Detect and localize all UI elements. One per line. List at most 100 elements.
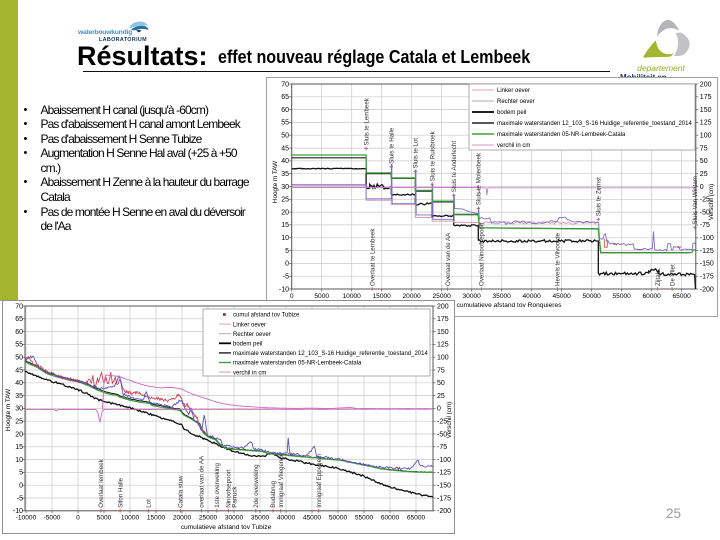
svg-text:10: 10 bbox=[15, 457, 23, 464]
svg-text:20: 20 bbox=[15, 431, 23, 438]
svg-text:10: 10 bbox=[281, 235, 289, 242]
svg-text:25000: 25000 bbox=[433, 293, 452, 300]
svg-text:-175: -175 bbox=[700, 274, 714, 281]
svg-text:40: 40 bbox=[15, 380, 23, 387]
svg-text:35: 35 bbox=[15, 393, 23, 400]
svg-text:60: 60 bbox=[281, 107, 289, 114]
svg-text:-10: -10 bbox=[279, 286, 289, 293]
svg-text:-25: -25 bbox=[700, 197, 710, 204]
svg-text:50: 50 bbox=[700, 158, 708, 165]
svg-text:-5: -5 bbox=[283, 274, 289, 281]
svg-text:Verschil (cm): Verschil (cm) bbox=[446, 402, 453, 438]
svg-text:45000: 45000 bbox=[553, 293, 572, 300]
svg-text:20000: 20000 bbox=[173, 514, 192, 521]
svg-text:bodem peil: bodem peil bbox=[497, 110, 526, 116]
svg-text:Rechter oever: Rechter oever bbox=[497, 99, 535, 105]
svg-text:Sluis te Zemst: Sluis te Zemst bbox=[596, 177, 603, 216]
svg-text:5000: 5000 bbox=[97, 514, 112, 521]
svg-text:Sluis te Lembeek: Sluis te Lembeek bbox=[363, 97, 370, 145]
svg-text:Zijtak: Zijtak bbox=[655, 270, 662, 286]
svg-text:15000: 15000 bbox=[373, 293, 392, 300]
svg-text:45: 45 bbox=[281, 145, 289, 152]
svg-text:5: 5 bbox=[285, 248, 289, 255]
svg-text:50000: 50000 bbox=[583, 293, 602, 300]
svg-text:55000: 55000 bbox=[613, 293, 632, 300]
svg-text:2de overweking: 2de overweking bbox=[253, 464, 260, 508]
svg-text:departement: departement bbox=[637, 63, 685, 73]
svg-text:overlaat van de AA: overlaat van de AA bbox=[199, 455, 206, 508]
svg-text:70: 70 bbox=[15, 303, 23, 310]
svg-text:-200: -200 bbox=[700, 286, 714, 293]
svg-text:Imnigraaf Vliegende: Imnigraaf Vliegende bbox=[278, 452, 285, 508]
svg-text:maximale waterstanden 05-NR-Le: maximale waterstanden 05-NR-Lembeek-Cata… bbox=[497, 132, 626, 138]
svg-text:40000: 40000 bbox=[277, 514, 296, 521]
svg-text:75: 75 bbox=[700, 145, 708, 152]
svg-text:45000: 45000 bbox=[303, 514, 322, 521]
svg-text:Overlaat Ninoofsepoort: Overlaat Ninoofsepoort bbox=[479, 222, 486, 286]
svg-text:150: 150 bbox=[700, 107, 712, 114]
svg-text:Budabrug: Budabrug bbox=[270, 480, 277, 507]
svg-text:-200: -200 bbox=[437, 508, 451, 515]
svg-text:25: 25 bbox=[281, 197, 289, 204]
svg-text:40: 40 bbox=[281, 158, 289, 165]
svg-text:Parruck: Parruck bbox=[232, 486, 239, 508]
svg-text:55: 55 bbox=[281, 120, 289, 127]
svg-text:30000: 30000 bbox=[225, 514, 244, 521]
svg-text:Linker oever: Linker oever bbox=[497, 88, 530, 94]
svg-text:0: 0 bbox=[19, 483, 23, 490]
svg-text:0: 0 bbox=[290, 293, 294, 300]
svg-text:200: 200 bbox=[437, 303, 449, 310]
svg-text:-5000: -5000 bbox=[44, 514, 61, 521]
svg-text:-50: -50 bbox=[437, 431, 447, 438]
svg-text:45: 45 bbox=[15, 367, 23, 374]
svg-text:20: 20 bbox=[281, 209, 289, 216]
svg-text:0: 0 bbox=[700, 184, 704, 191]
svg-text:-25: -25 bbox=[437, 419, 447, 426]
svg-text:30000: 30000 bbox=[463, 293, 482, 300]
svg-text:Linker oever: Linker oever bbox=[233, 322, 266, 328]
svg-text:Verschil (cm): Verschil (cm) bbox=[708, 184, 715, 220]
svg-text:-75: -75 bbox=[437, 444, 447, 451]
svg-text:0: 0 bbox=[285, 261, 289, 268]
svg-text:Rechter oever: Rechter oever bbox=[233, 332, 271, 338]
svg-text:-150: -150 bbox=[437, 483, 451, 490]
svg-text:20000: 20000 bbox=[403, 293, 422, 300]
svg-text:-150: -150 bbox=[700, 261, 714, 268]
svg-text:Sluis te Ruisbroek: Sluis te Ruisbroek bbox=[429, 130, 436, 181]
svg-text:65: 65 bbox=[281, 94, 289, 101]
svg-text:Sluis te Lot: Sluis te Lot bbox=[413, 138, 420, 169]
svg-text:50: 50 bbox=[281, 133, 289, 140]
svg-text:75: 75 bbox=[437, 367, 445, 374]
svg-text:125: 125 bbox=[700, 120, 712, 127]
svg-text:cumulatieve afstand tov Ronqui: cumulatieve afstand tov Ronquieres bbox=[457, 302, 563, 309]
svg-text:bodem peil: bodem peil bbox=[233, 342, 262, 348]
svg-text:Overlaat te Lembeek: Overlaat te Lembeek bbox=[369, 228, 376, 286]
svg-text:35: 35 bbox=[281, 171, 289, 178]
svg-text:Sluis Van Wintam: Sluis Van Wintam bbox=[692, 176, 699, 224]
svg-text:verchil in cm: verchil in cm bbox=[233, 370, 266, 376]
svg-text:25000: 25000 bbox=[199, 514, 218, 521]
svg-text:Overlaat van de AA: Overlaat van de AA bbox=[445, 232, 452, 286]
svg-text:35000: 35000 bbox=[251, 514, 270, 521]
svg-text:50: 50 bbox=[15, 355, 23, 362]
svg-text:25: 25 bbox=[15, 419, 23, 426]
svg-text:-125: -125 bbox=[700, 248, 714, 255]
svg-text:Hoogte m TAW: Hoogte m TAW bbox=[5, 389, 12, 431]
svg-text:35000: 35000 bbox=[493, 293, 512, 300]
svg-text:0: 0 bbox=[76, 514, 80, 521]
svg-text:25: 25 bbox=[437, 393, 445, 400]
svg-text:cumul afstand tov Tubize: cumul afstand tov Tubize bbox=[233, 313, 300, 319]
svg-text:50: 50 bbox=[437, 380, 445, 387]
svg-text:Sluis te Anderlecht: Sluis te Anderlecht bbox=[451, 141, 458, 193]
svg-text:Catala stuw: Catala stuw bbox=[178, 475, 185, 508]
svg-text:60000: 60000 bbox=[381, 514, 400, 521]
svg-text:200: 200 bbox=[700, 81, 712, 88]
svg-text:100: 100 bbox=[700, 133, 712, 140]
svg-text:Imnigraaf Eppegem: Imnigraaf Eppegem bbox=[316, 454, 323, 508]
svg-text:Hoogte m TAW: Hoogte m TAW bbox=[272, 161, 279, 203]
svg-text:maximale waterstanden 12_103_S: maximale waterstanden 12_103_S-16 Huidig… bbox=[233, 351, 428, 357]
svg-text:maximale waterstanden 05-NR-Le: maximale waterstanden 05-NR-Lembeek-Cata… bbox=[233, 361, 362, 367]
svg-text:-100: -100 bbox=[437, 457, 451, 464]
svg-text:15: 15 bbox=[15, 444, 23, 451]
svg-text:-100: -100 bbox=[700, 235, 714, 242]
